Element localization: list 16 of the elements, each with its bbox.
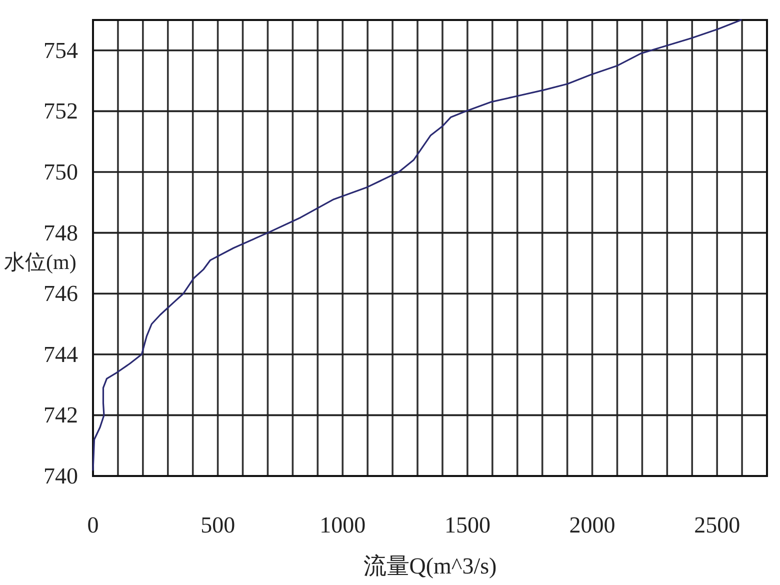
y-tick-label: 746	[44, 281, 78, 306]
x-tick-label: 1000	[320, 512, 366, 538]
x-tick-label: 2500	[694, 512, 740, 538]
y-tick-label: 744	[44, 342, 78, 367]
x-tick-label: 1500	[444, 512, 490, 538]
x-tick-label: 0	[87, 512, 99, 538]
y-tick-label: 740	[44, 464, 78, 488]
x-axis-title: 流量Q(m^3/s)	[363, 554, 497, 578]
y-tick-label: 750	[44, 160, 78, 184]
y-tick-label: 748	[44, 220, 78, 246]
y-tick-label: 752	[44, 98, 78, 124]
x-tick-label: 500	[200, 512, 236, 538]
y-tick-label: 742	[44, 402, 78, 428]
y-tick-label: 754	[44, 38, 78, 63]
x-tick-label: 2000	[569, 512, 616, 538]
y-axis-title: 水位(m)	[4, 250, 76, 274]
